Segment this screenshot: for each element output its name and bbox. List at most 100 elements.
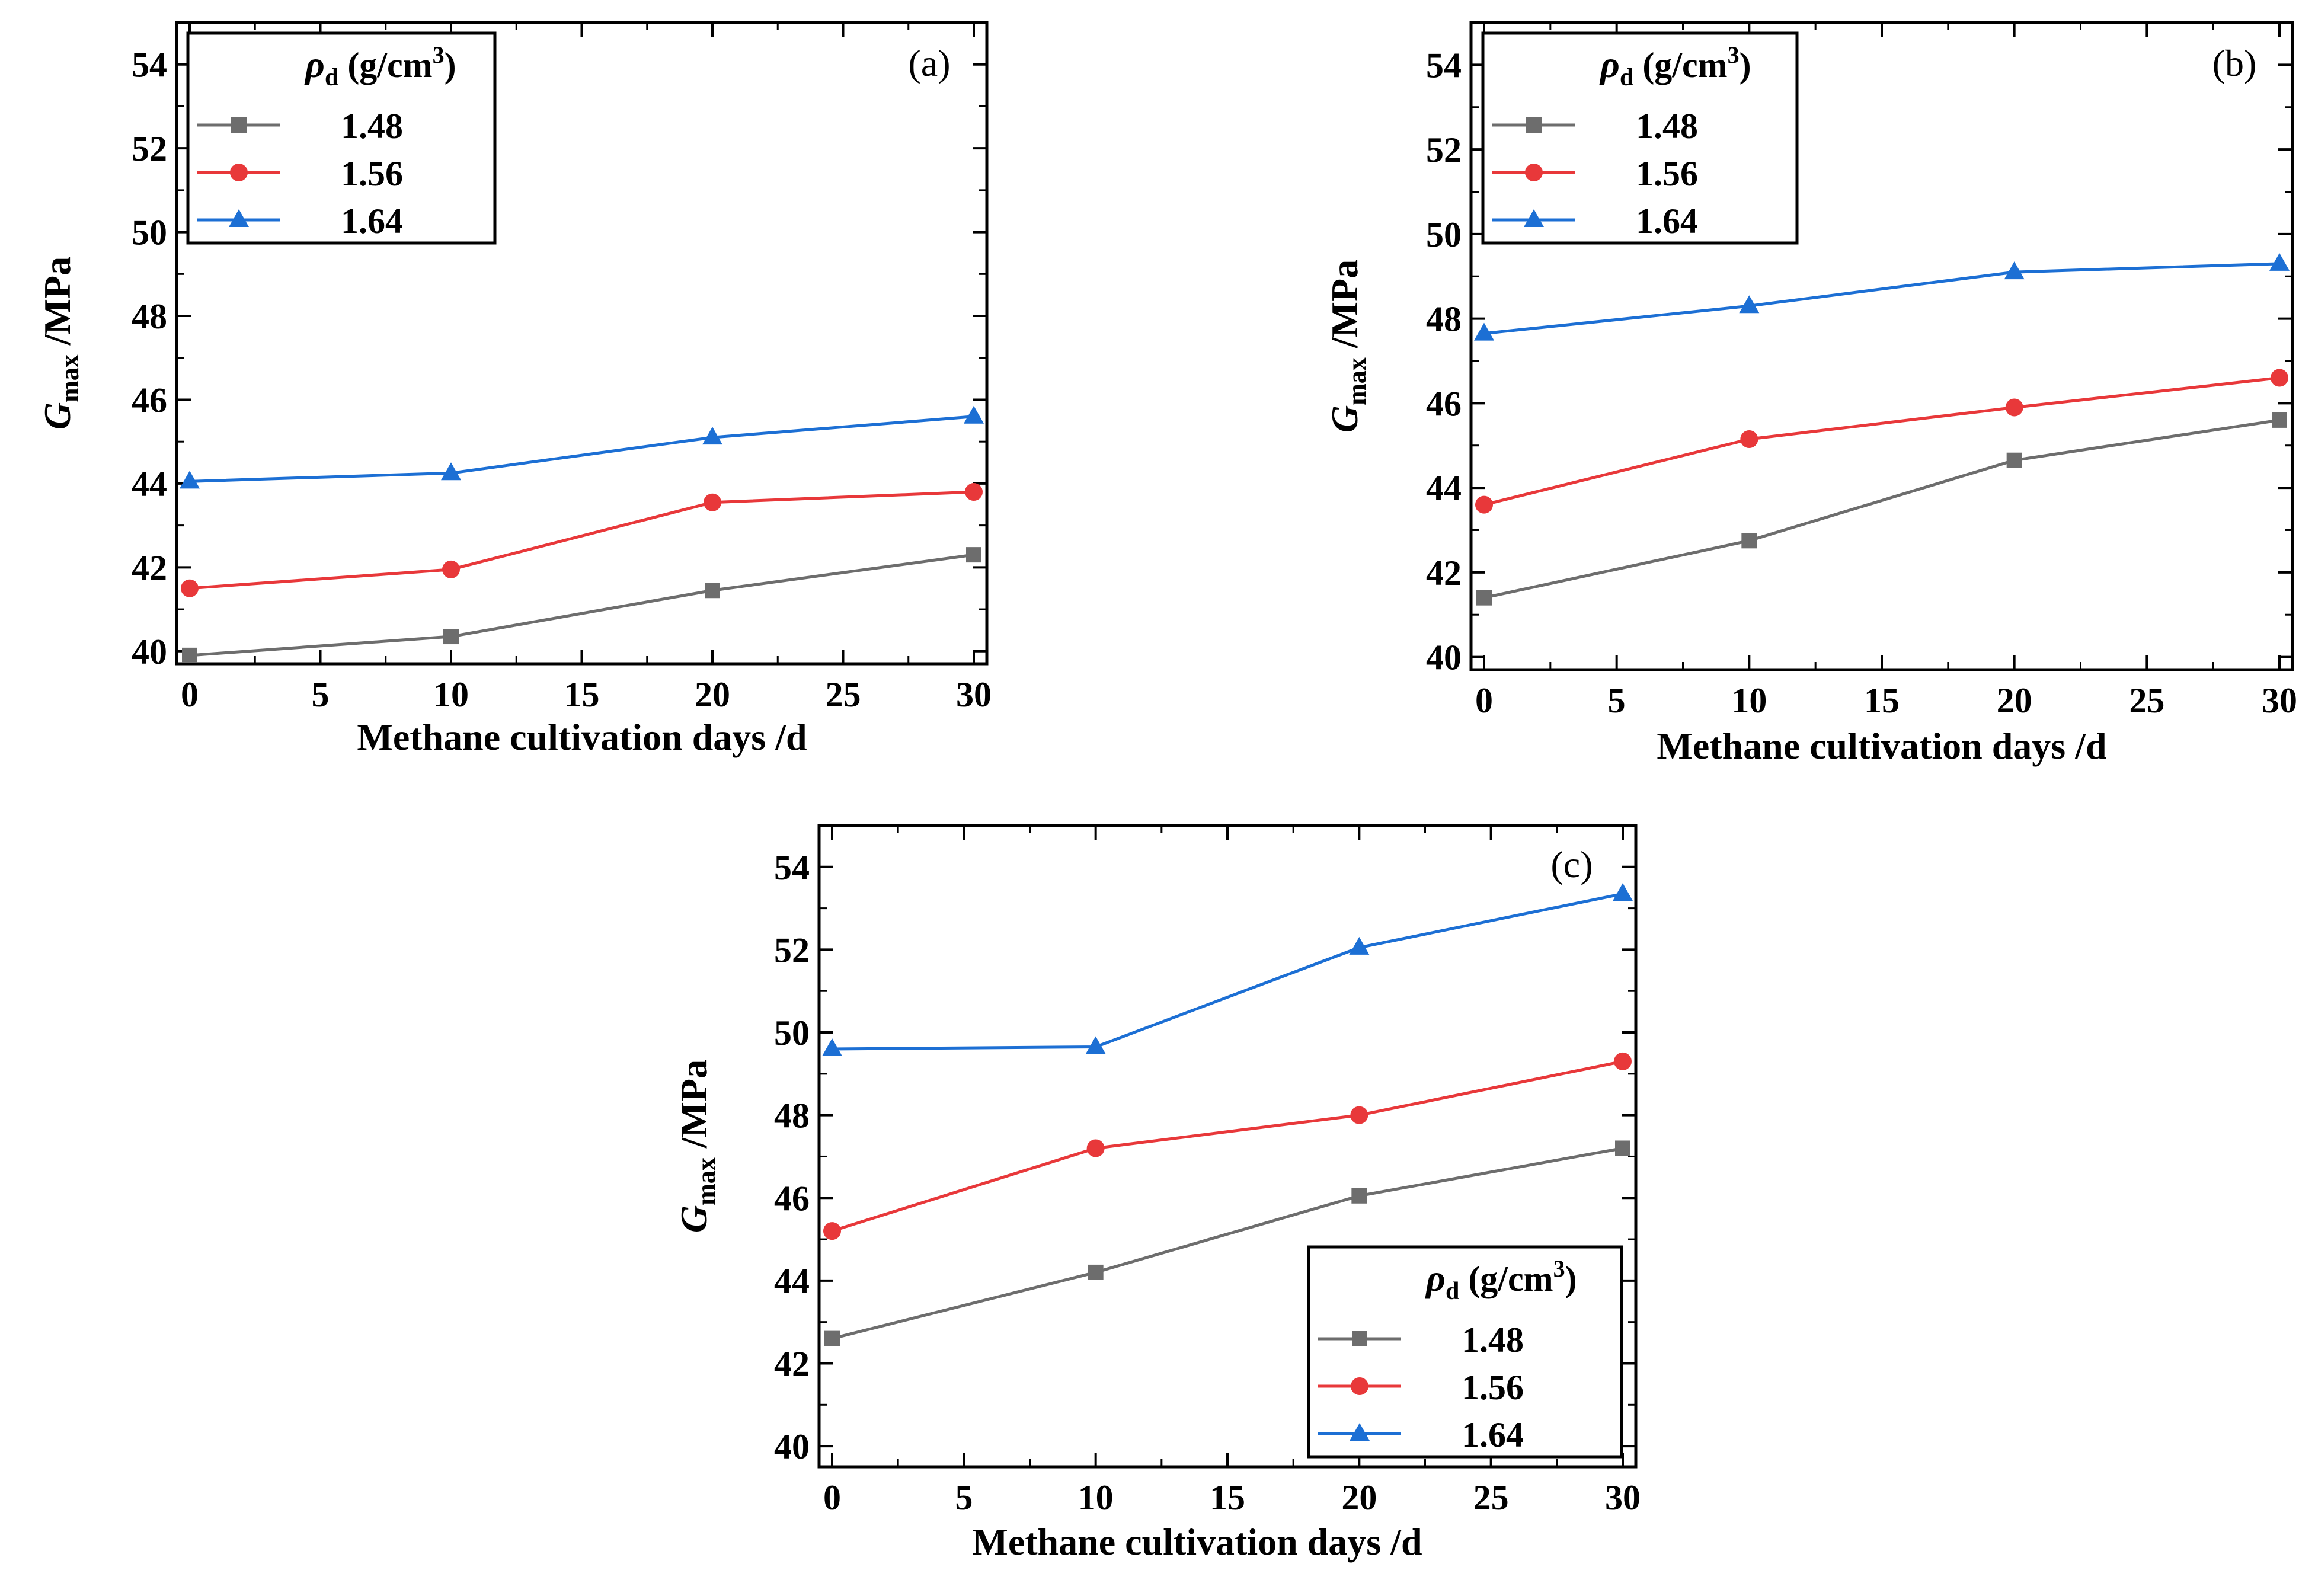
x-tick-label: 30: [1605, 1478, 1641, 1517]
data-point-1.64-10: [441, 462, 461, 481]
y-axis-title-unit: /MPa: [673, 1060, 715, 1157]
x-tick-label: 10: [1731, 681, 1767, 720]
y-axis-title-unit: /MPa: [1323, 260, 1366, 357]
x-tick-label: 30: [2262, 681, 2297, 720]
y-tick-label: 50: [1426, 215, 1462, 254]
panel-label: (b): [2212, 42, 2257, 84]
data-point-1.48-10: [1741, 533, 1757, 549]
series-line-1.64: [832, 892, 1623, 1051]
x-tick-label: 20: [695, 675, 730, 714]
x-tick-label: 0: [1475, 681, 1493, 720]
data-point-1.64-20: [1349, 936, 1370, 955]
y-tick-label: 46: [774, 1179, 810, 1218]
legend-title-subscript: d: [1446, 1278, 1459, 1305]
y-axis-title-symbol: G: [1323, 405, 1366, 433]
legend-label-1.48: 1.48: [1462, 1320, 1524, 1360]
series-line-1.48: [189, 553, 974, 657]
legend-marker-1.56: [230, 164, 248, 181]
legend-label-1.64: 1.64: [1462, 1415, 1524, 1454]
data-point-1.64-30: [964, 405, 984, 424]
chart-panel-2: 0 5 10 15 20 25 30 40 42 44 46 48 50 52 54 Methane cult…: [1323, 21, 2297, 767]
data-point-1.48-20: [705, 583, 720, 599]
data-point-1.48-20: [1351, 1188, 1367, 1204]
legend-title-symbol: ρ: [1425, 1257, 1446, 1299]
data-point-1.56-0: [1475, 495, 1493, 514]
y-axis-title-symbol: G: [36, 402, 78, 430]
y-tick-label: 52: [1426, 130, 1462, 169]
data-point-1.48-0: [824, 1330, 840, 1346]
legend-title-unit: (g/cm: [1633, 46, 1727, 85]
y-tick-label: 40: [1426, 638, 1462, 677]
legend-box: [186, 31, 497, 245]
data-point-1.48-10: [443, 629, 459, 645]
data-point-1.56-30: [1614, 1052, 1632, 1070]
data-point-1.64-10: [1739, 295, 1760, 314]
data-point-1.64-20: [2004, 261, 2025, 280]
series-line-1.48: [1483, 418, 2280, 600]
y-tick-label: 42: [1426, 554, 1462, 593]
data-point-1.56-30: [2271, 369, 2288, 387]
legend-title: ρd (g/cm3): [304, 41, 456, 91]
data-point-1.48-30: [1615, 1140, 1630, 1156]
x-axis-title: Methane cultivation days /d: [972, 1521, 1422, 1563]
data-point-1.56-0: [823, 1222, 841, 1240]
x-tick-label: 30: [956, 675, 992, 714]
legend-title-close: ): [1565, 1259, 1577, 1298]
legend: ρd (g/cm3) 1.48 1.56 1.64: [1307, 1245, 1623, 1459]
y-tick-label: 44: [1426, 469, 1462, 508]
x-axis-title: Methane cultivation days /d: [357, 716, 807, 758]
data-point-1.56-0: [181, 579, 199, 597]
y-axis-title: Gmax /MPa: [1323, 260, 1371, 433]
data-point-1.64-0: [180, 471, 200, 489]
y-tick-label: 50: [774, 1013, 810, 1053]
x-tick-label: 0: [823, 1478, 841, 1517]
x-tick-label: 15: [1864, 681, 1900, 720]
data-point-1.48-0: [1476, 590, 1492, 606]
y-axis-title-unit: /MPa: [36, 257, 78, 354]
series-line-1.64: [1483, 262, 2280, 335]
legend-marker-1.64: [1350, 1423, 1370, 1441]
y-tick-label: 48: [1426, 300, 1462, 339]
legend-title-subscript: d: [325, 64, 338, 91]
panel-label: (c): [1550, 843, 1593, 885]
legend: ρd (g/cm3) 1.48 1.56 1.64: [1481, 31, 1799, 245]
data-point-1.64-0: [822, 1038, 842, 1056]
legend-label-1.56: 1.56: [341, 154, 403, 193]
data-point-1.56-10: [442, 560, 460, 578]
legend-title-superscript: 3: [433, 41, 445, 68]
data-point-1.56-10: [1086, 1139, 1105, 1157]
legend-label-1.64: 1.64: [1636, 202, 1698, 241]
y-tick-label: 54: [774, 848, 810, 887]
y-tick-label: 48: [132, 297, 167, 336]
legend-marker-1.48: [1526, 117, 1542, 133]
legend-title-superscript: 3: [1553, 1255, 1565, 1282]
series-line-1.56: [832, 1060, 1623, 1233]
legend-title-symbol: ρ: [1599, 43, 1620, 85]
legend-label-1.48: 1.48: [341, 107, 403, 146]
legend-title: ρd (g/cm3): [1425, 1255, 1577, 1305]
series-line-1.56: [189, 490, 974, 590]
data-point-1.64-0: [1474, 322, 1494, 341]
x-tick-label: 10: [1078, 1478, 1114, 1517]
data-point-1.48-10: [1088, 1264, 1104, 1280]
x-tick-label: 10: [433, 675, 469, 714]
data-point-1.48-20: [2006, 452, 2022, 468]
legend-title-close: ): [445, 46, 456, 85]
data-point-1.56-20: [704, 493, 721, 511]
data-point-1.48-30: [2272, 412, 2287, 428]
data-point-1.56-20: [2005, 398, 2023, 417]
legend-title-symbol: ρ: [304, 43, 325, 85]
data-point-1.56-30: [965, 483, 983, 501]
y-tick-label: 52: [774, 930, 810, 970]
chart-panel-1: 0 5 10 15 20 25 30 40 42 44 46 48 50 52 54 Methane cult…: [36, 21, 992, 758]
y-axis-title-subscript: max: [55, 354, 84, 402]
chart-panel-3: 0 5 10 15 20 25 30 40 42 44 46 48 50 52 54 Methane cult…: [673, 824, 1641, 1563]
x-tick-label: 25: [2129, 681, 2164, 720]
series-line-1.56: [1483, 376, 2280, 507]
x-axis-title: Methane cultivation days /d: [1657, 725, 2106, 767]
legend-label-1.56: 1.56: [1462, 1368, 1524, 1407]
legend-label-1.56: 1.56: [1636, 154, 1698, 193]
y-axis-title: Gmax /MPa: [36, 257, 84, 430]
y-tick-label: 52: [132, 129, 167, 168]
legend-label-1.64: 1.64: [341, 202, 403, 241]
